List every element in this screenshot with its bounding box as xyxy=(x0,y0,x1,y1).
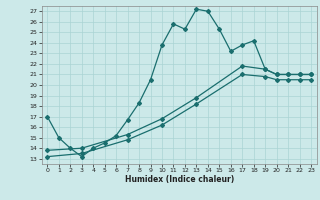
X-axis label: Humidex (Indice chaleur): Humidex (Indice chaleur) xyxy=(124,175,234,184)
